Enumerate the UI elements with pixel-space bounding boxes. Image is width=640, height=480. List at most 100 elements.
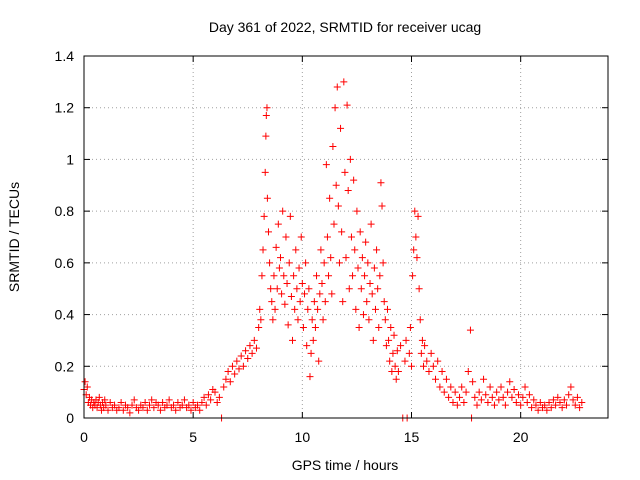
data-point xyxy=(519,393,527,401)
data-point xyxy=(305,285,313,293)
data-point xyxy=(554,393,562,401)
data-point xyxy=(231,370,239,378)
data-point xyxy=(366,280,374,288)
data-point xyxy=(286,212,294,220)
data-point xyxy=(269,316,277,324)
data-point xyxy=(334,202,342,210)
data-point xyxy=(313,272,321,280)
data-point xyxy=(242,347,250,355)
data-point xyxy=(185,401,193,409)
y-tick-labels: 0 0.2 0.4 0.6 0.8 1 1.2 1.4 xyxy=(55,48,75,426)
data-point xyxy=(340,78,348,86)
data-point xyxy=(364,259,372,267)
data-point xyxy=(262,111,270,119)
data-point xyxy=(565,391,573,399)
data-point xyxy=(267,285,275,293)
data-point xyxy=(576,404,584,412)
y-tick-label: 0.8 xyxy=(55,203,75,219)
data-point xyxy=(263,104,271,112)
data-point xyxy=(378,202,386,210)
data-point xyxy=(547,404,555,412)
data-point xyxy=(357,285,365,293)
data-point xyxy=(307,349,315,357)
x-tick-label: 5 xyxy=(189,429,197,445)
data-point xyxy=(304,305,312,313)
data-point xyxy=(204,391,212,399)
data-point xyxy=(302,259,310,267)
data-point xyxy=(187,406,195,414)
data-point xyxy=(246,342,254,350)
data-point xyxy=(373,246,381,254)
data-point xyxy=(402,336,410,344)
data-point xyxy=(207,396,215,404)
data-point xyxy=(295,264,303,272)
data-point xyxy=(285,259,293,267)
chart-title: Day 361 of 2022, SRMTID for receiver uca… xyxy=(209,19,481,35)
data-point xyxy=(119,406,127,414)
data-point xyxy=(314,305,322,313)
data-point xyxy=(315,357,323,365)
data-point xyxy=(224,367,232,375)
data-point xyxy=(235,365,243,373)
data-point xyxy=(490,401,498,409)
data-point xyxy=(282,233,290,241)
data-point xyxy=(278,290,286,298)
data-point xyxy=(143,406,151,414)
data-point xyxy=(283,280,291,288)
x-axis-label: GPS time / hours xyxy=(292,457,399,473)
data-point xyxy=(345,285,353,293)
data-point xyxy=(294,316,302,324)
data-point xyxy=(392,375,400,383)
data-point xyxy=(442,375,450,383)
data-point xyxy=(323,233,331,241)
y-tick-label: 0.4 xyxy=(55,307,75,323)
data-point xyxy=(273,285,281,293)
data-point xyxy=(297,233,305,241)
data-point xyxy=(486,383,494,391)
data-point xyxy=(401,357,409,365)
data-point xyxy=(275,264,283,272)
data-point xyxy=(408,362,415,370)
data-point xyxy=(409,272,417,280)
x-tick-label: 10 xyxy=(295,429,311,445)
data-point xyxy=(237,352,245,360)
data-point xyxy=(473,401,481,409)
data-point xyxy=(252,344,260,352)
x-tick-labels: 0 5 10 15 20 xyxy=(80,429,529,445)
data-point xyxy=(281,300,289,308)
data-point xyxy=(514,391,522,399)
data-point xyxy=(303,342,311,350)
data-point xyxy=(413,254,421,262)
data-point xyxy=(163,401,171,409)
data-point xyxy=(567,383,575,391)
data-point xyxy=(148,396,156,404)
data-point xyxy=(367,220,375,228)
data-point xyxy=(202,401,210,409)
data-point xyxy=(458,383,466,391)
data-point xyxy=(165,396,173,404)
data-point xyxy=(95,393,103,401)
data-point xyxy=(405,349,413,357)
data-point xyxy=(521,383,529,391)
data-point xyxy=(370,264,378,272)
data-point xyxy=(418,336,426,344)
x-tick-label: 0 xyxy=(80,429,88,445)
data-point xyxy=(389,349,397,357)
data-point xyxy=(371,305,379,313)
data-point xyxy=(178,401,186,409)
data-point xyxy=(363,298,371,306)
data-point xyxy=(569,396,577,404)
data-point xyxy=(292,246,300,254)
data-point xyxy=(528,404,536,412)
data-point xyxy=(228,362,236,370)
y-tick-label: 0.2 xyxy=(55,358,75,374)
data-point xyxy=(196,406,204,414)
plot-frame xyxy=(83,55,609,419)
data-point xyxy=(563,401,571,409)
data-point xyxy=(525,391,533,399)
data-point xyxy=(268,298,276,306)
data-point xyxy=(220,383,228,391)
data-point xyxy=(429,362,437,370)
data-point xyxy=(365,316,373,324)
